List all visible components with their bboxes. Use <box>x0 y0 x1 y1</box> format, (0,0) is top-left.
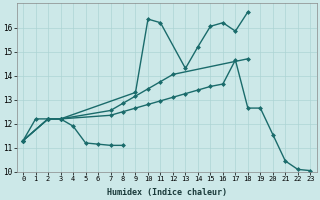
X-axis label: Humidex (Indice chaleur): Humidex (Indice chaleur) <box>107 188 227 197</box>
